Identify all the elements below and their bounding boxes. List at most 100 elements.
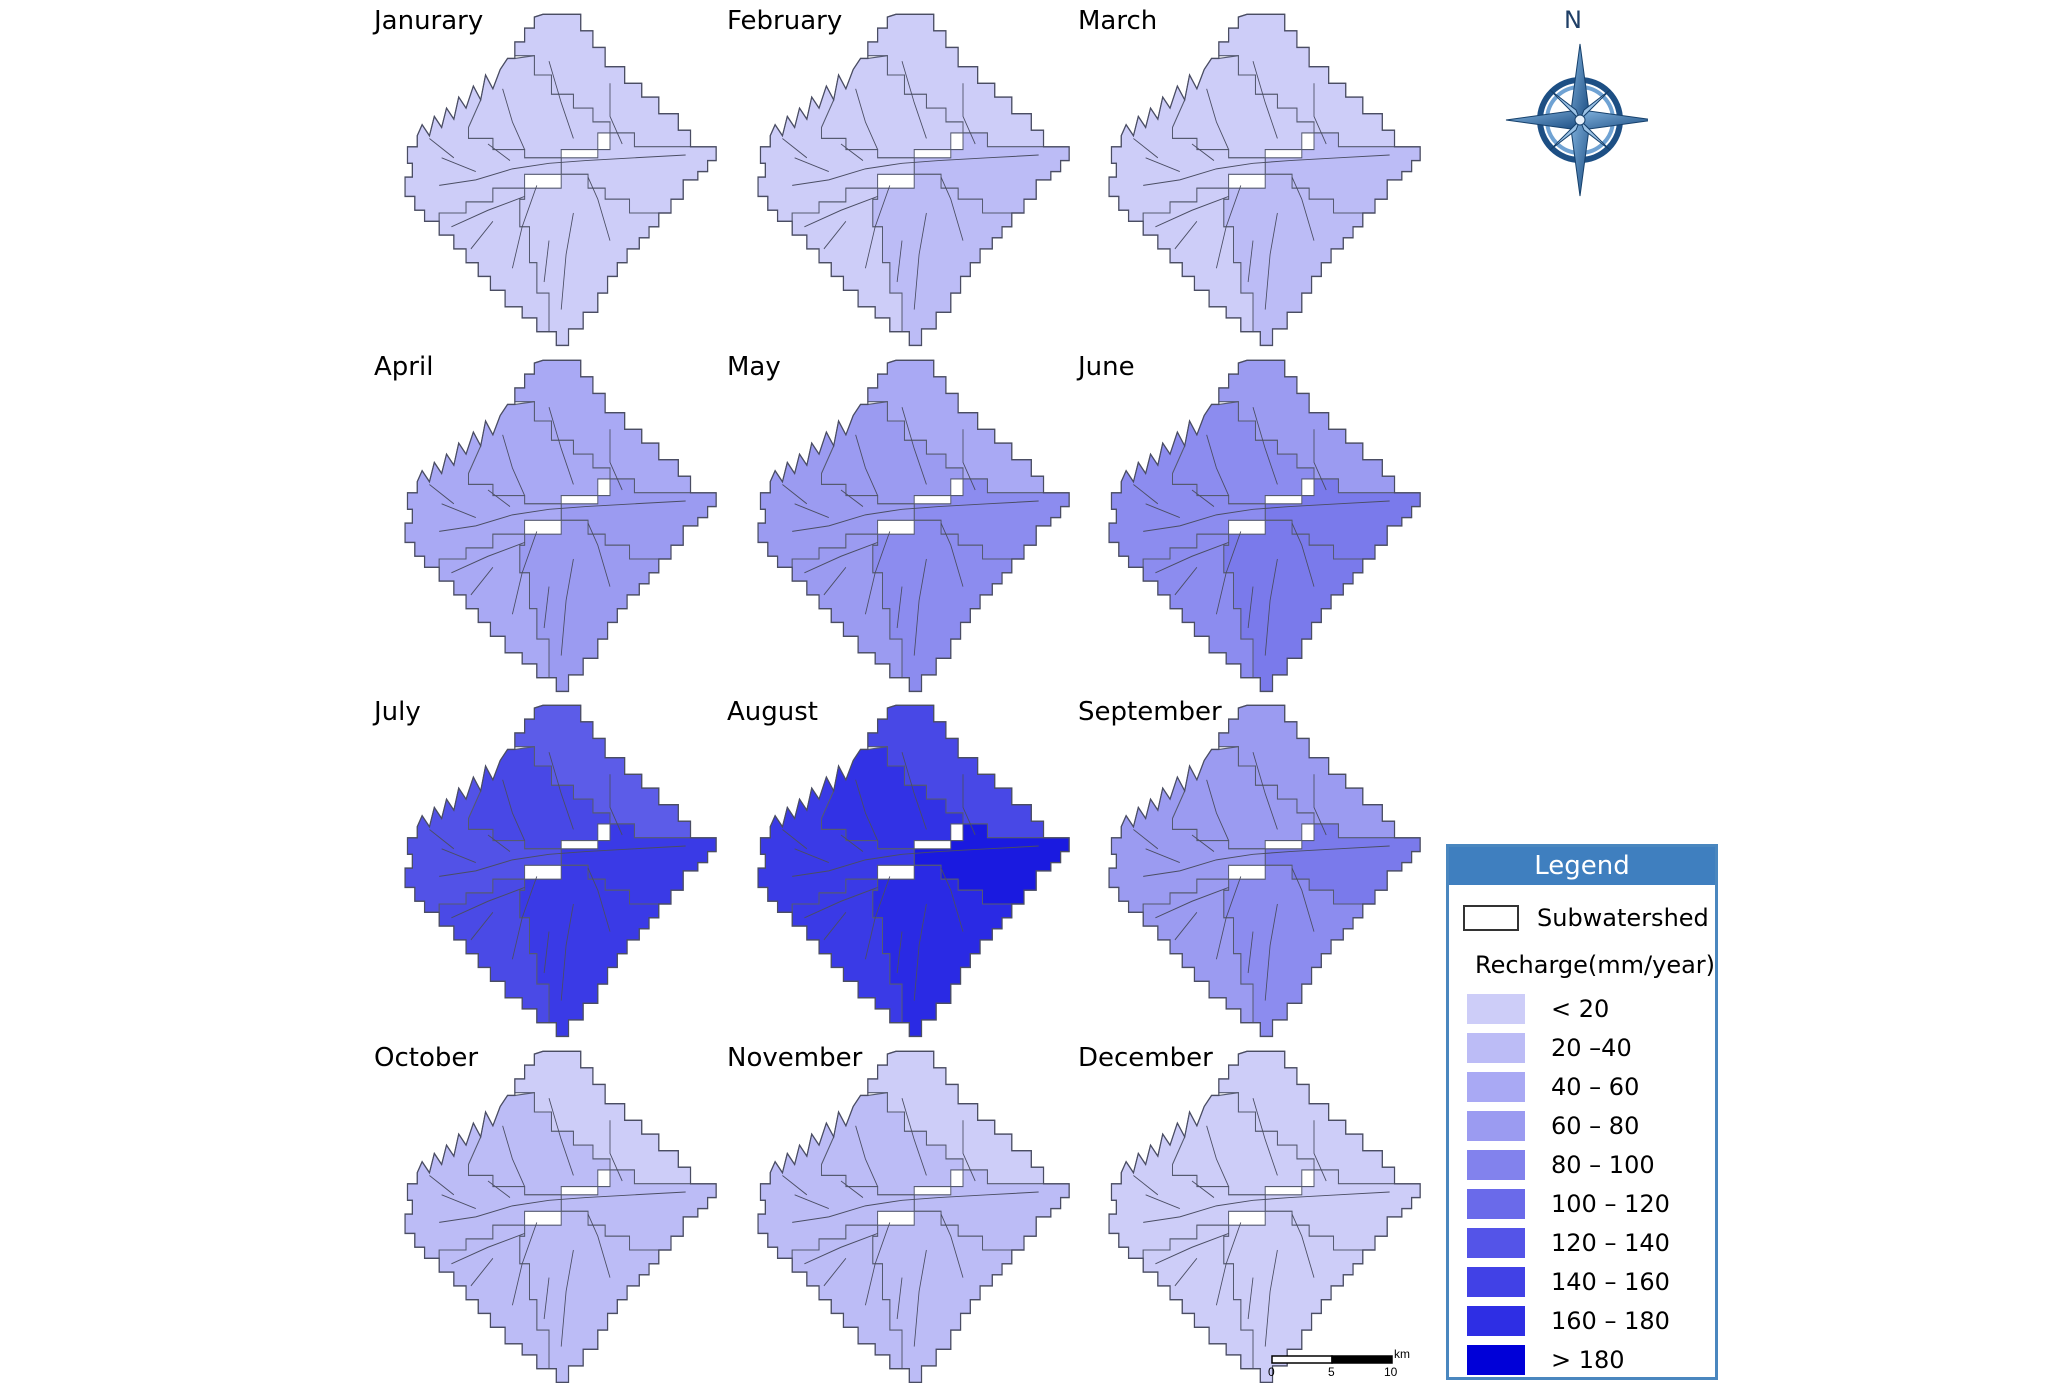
stream-line (1155, 195, 1229, 228)
stream-line (782, 1175, 808, 1196)
scale-bar: km 0 5 10 (1266, 1346, 1426, 1379)
stream-line (441, 1194, 476, 1210)
stream-line (864, 1222, 891, 1306)
stream-line (855, 1125, 878, 1187)
stream-line (439, 845, 686, 877)
stream-line (441, 503, 476, 519)
stream-line (896, 1277, 903, 1320)
legend-title: Legend (1449, 847, 1715, 885)
stream-line (429, 138, 455, 159)
scale-tick-10: 10 (1384, 1365, 1398, 1379)
legend-item: > 180 (1467, 1340, 1670, 1379)
stream-line (502, 88, 525, 150)
compass-rose-icon (1505, 43, 1648, 197)
watershed-outline (757, 13, 1070, 347)
map-title: August (727, 697, 818, 727)
watershed-map (1108, 359, 1421, 693)
stream-line (1291, 1213, 1315, 1278)
legend-swatch (1467, 1188, 1525, 1219)
watershed-outline (1108, 704, 1421, 1038)
map-panel-november: November (727, 1043, 1077, 1383)
stream-line (1133, 829, 1159, 850)
map-title: May (727, 352, 781, 382)
stream-line (451, 1232, 525, 1265)
legend-label: 160 – 180 (1551, 1306, 1670, 1335)
map-panel-september: September (1078, 697, 1428, 1038)
stream-line (794, 157, 829, 173)
stream-line (1247, 1277, 1254, 1320)
stream-line (487, 1180, 511, 1198)
stream-line (587, 522, 611, 587)
stream-line (609, 429, 623, 491)
stream-line (439, 500, 686, 532)
stream-line (470, 1257, 494, 1287)
legend-heading: Recharge(mm/year) (1475, 951, 1716, 979)
stream-line (1215, 531, 1242, 615)
stream-line (782, 138, 808, 159)
stream-line (487, 834, 511, 852)
watershed-outline (404, 359, 717, 693)
map-title: Janurary (374, 6, 484, 36)
stream-line (1191, 834, 1215, 852)
watershed-outline (1108, 359, 1421, 693)
stream-line (840, 489, 864, 507)
map-title: November (727, 1043, 863, 1073)
map-title: December (1078, 1043, 1213, 1073)
stream-line (441, 848, 476, 864)
stream-line (1264, 558, 1278, 656)
map-panel-august: August (727, 697, 1077, 1038)
stream-line (1145, 848, 1180, 864)
stream-line (864, 876, 891, 960)
map-title: September (1078, 697, 1222, 727)
stream-line (1291, 176, 1315, 241)
map-panel-july: July (374, 697, 724, 1038)
legend-swatch (1467, 1344, 1525, 1375)
stream-line (451, 886, 525, 919)
stream-line (823, 566, 847, 596)
stream-line (609, 83, 623, 145)
map-panel-march: March (1078, 6, 1428, 347)
stream-line (470, 911, 494, 941)
legend-item: < 20 (1467, 989, 1670, 1028)
legend-label: 20 –40 (1551, 1033, 1632, 1062)
stream-line (543, 240, 550, 283)
legend-item: 160 – 180 (1467, 1301, 1670, 1340)
map-panel-april: April (374, 352, 724, 693)
watershed-map (1108, 1050, 1421, 1383)
map-title: April (374, 352, 434, 382)
subwatershed-label: Subwatershed (1537, 904, 1709, 932)
legend-item: 140 – 160 (1467, 1262, 1670, 1301)
map-panel-december: December (1078, 1043, 1428, 1383)
legend-label: 60 – 80 (1551, 1111, 1640, 1140)
stream-line (864, 531, 891, 615)
stream-line (792, 845, 1039, 877)
stream-line (864, 185, 891, 269)
map-title: March (1078, 6, 1158, 36)
stream-line (1143, 500, 1390, 532)
legend-items: < 20 20 –40 40 – 60 60 – 80 80 – 100 100 – 12… (1467, 989, 1670, 1379)
legend-label: 100 – 120 (1551, 1189, 1670, 1218)
stream-line (502, 1125, 525, 1187)
stream-line (1313, 1120, 1327, 1182)
stream-line (1143, 154, 1390, 186)
stream-line (451, 195, 525, 228)
stream-line (1191, 489, 1215, 507)
stream-line (548, 1098, 574, 1176)
legend-item: 120 – 140 (1467, 1223, 1670, 1262)
stream-line (470, 220, 494, 250)
scale-tick-0: 0 (1268, 1365, 1275, 1379)
watershed-map (757, 13, 1070, 347)
stream-line (1145, 157, 1180, 173)
stream-line (792, 154, 1039, 186)
watershed-map (757, 359, 1070, 693)
stream-line (560, 212, 574, 310)
map-panel-may: May (727, 352, 1077, 693)
map-panel-february: February (727, 6, 1077, 347)
stream-line (1206, 434, 1229, 496)
scale-tick-5: 5 (1328, 1365, 1335, 1379)
stream-line (1215, 876, 1242, 960)
stream-line (1252, 1098, 1278, 1176)
stream-line (792, 1191, 1039, 1223)
watershed-map (404, 359, 717, 693)
stream-line (1145, 1194, 1180, 1210)
